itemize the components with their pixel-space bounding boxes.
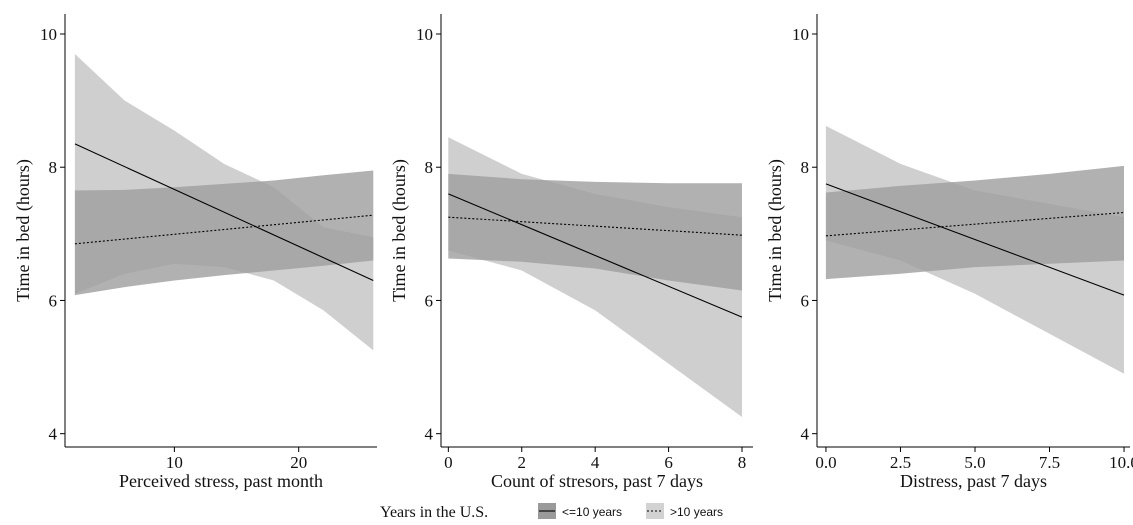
y-tick-label: 6 <box>801 291 810 310</box>
x-axis-title: Perceived stress, past month <box>119 471 323 491</box>
x-tick-label: 4 <box>591 453 600 472</box>
y-tick-label: 6 <box>425 291 434 310</box>
series-line-gt10 <box>448 216 743 236</box>
x-tick-label: 20 <box>290 453 307 472</box>
y-axis-title: Time in bed (hours) <box>765 159 786 302</box>
x-tick-label: 6 <box>664 453 673 472</box>
y-tick-label: 6 <box>49 291 58 310</box>
y-tick-label: 4 <box>49 425 58 444</box>
y-tick-label: 8 <box>425 158 434 177</box>
legend-label-le10: <=10 years <box>562 505 622 519</box>
x-tick-label: 8 <box>738 453 747 472</box>
ci-band-gt10 <box>74 170 374 296</box>
series-line-le10 <box>448 193 743 318</box>
y-tick-label: 10 <box>792 25 809 44</box>
y-tick-label: 8 <box>49 158 58 177</box>
x-axis-title: Distress, past 7 days <box>900 471 1047 491</box>
y-tick-label: 10 <box>416 25 433 44</box>
legend-label-gt10: >10 years <box>670 505 723 519</box>
y-tick-label: 10 <box>40 25 57 44</box>
y-tick-label: 8 <box>801 158 810 177</box>
legend: Years in the U.S. <=10 years >10 years <box>380 503 723 521</box>
y-axis-title: Time in bed (hours) <box>389 159 410 302</box>
x-tick-label: 10 <box>166 453 183 472</box>
x-tick-label: 5.0 <box>964 453 985 472</box>
ci-band-gt10 <box>825 165 1124 280</box>
x-tick-label: 2 <box>518 453 527 472</box>
x-tick-label: 10.0 <box>1109 453 1133 472</box>
x-tick-label: 7.5 <box>1039 453 1060 472</box>
x-tick-label: 2.5 <box>890 453 911 472</box>
ci-band-gt10 <box>448 173 742 291</box>
y-tick-label: 4 <box>801 425 810 444</box>
y-tick-label: 4 <box>425 425 434 444</box>
series-line-le10 <box>74 143 374 281</box>
chart-panel-2: 4 6 8 10 0 2 4 6 8 Count of stresors, past 7 days… <box>389 14 753 491</box>
series-line-gt10 <box>74 214 374 245</box>
x-axis-title: Count of stresors, past 7 days <box>491 471 703 491</box>
x-tick-label: 0.0 <box>815 453 836 472</box>
y-axis-title: Time in bed (hours) <box>13 159 34 302</box>
x-tick-label: 0 <box>444 453 453 472</box>
series-line-gt10 <box>825 211 1125 237</box>
chart-panel-3: 4 6 8 10 0.0 2.5 5.0 7.5 10.0 Distress, past 7 da… <box>765 14 1133 491</box>
series-line-le10 <box>825 183 1125 296</box>
legend-title: Years in the U.S. <box>380 504 488 521</box>
